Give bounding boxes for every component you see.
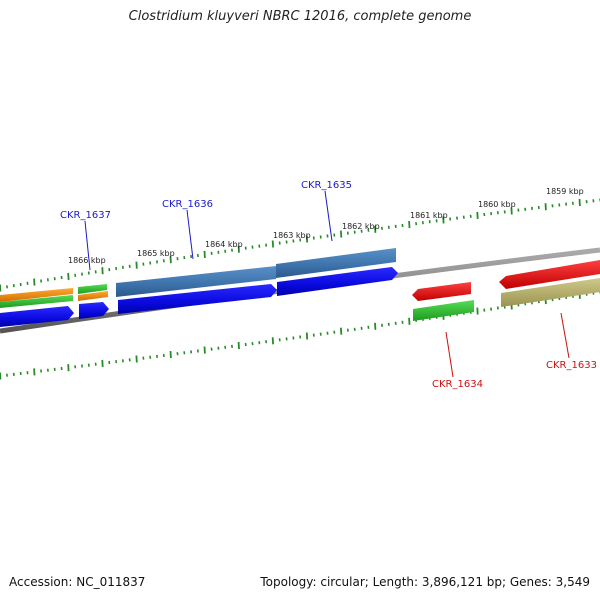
tick-label-1862: 1862 kbp [342, 222, 380, 231]
leader-ckr-1635 [324, 190, 333, 242]
feature-orange-ckr-1637[interactable] [78, 291, 108, 301]
scale-tick-labels: 1866 kbp 1865 kbp 1864 kbp 1863 kbp 1862… [68, 187, 584, 265]
feature-ckr-1633-olive[interactable] [501, 278, 600, 307]
tick-label-1863: 1863 kbp [273, 231, 311, 240]
scale-ticks-outer [0, 198, 600, 292]
feature-ckr-1636-cog[interactable] [116, 266, 276, 297]
tick-label-1859: 1859 kbp [546, 187, 584, 196]
gene-labels: CKR_1637 CKR_1636 CKR_1635 CKR_1634 CKR_… [60, 180, 597, 390]
feature-green-left[interactable] [0, 295, 73, 308]
gene-label-ckr-1633[interactable]: CKR_1633 [546, 360, 597, 371]
feature-ckr-1634-red[interactable] [412, 282, 471, 301]
leader-ckr-1633 [560, 312, 570, 359]
tick-label-1864: 1864 kbp [205, 240, 243, 249]
feature-ckr-1634-green[interactable] [413, 300, 474, 321]
gene-leader-lines [84, 190, 570, 378]
leader-ckr-1636 [186, 209, 194, 260]
tick-label-1866: 1866 kbp [68, 256, 106, 265]
gene-label-ckr-1635[interactable]: CKR_1635 [301, 180, 352, 191]
feature-cds-left[interactable] [0, 306, 74, 327]
feature-ckr-1635-cog[interactable] [276, 248, 396, 278]
leader-ckr-1637 [84, 220, 91, 271]
map-title: Clostridium kluyveri NBRC 12016, complet… [128, 9, 472, 24]
feature-cds-ckr-1636[interactable] [118, 284, 277, 314]
gene-label-ckr-1634[interactable]: CKR_1634 [432, 379, 483, 390]
track-cog-blue [116, 248, 396, 297]
accession-label: Accession: NC_011837 [9, 575, 146, 589]
feature-green-ckr-1637[interactable] [78, 284, 107, 294]
feature-orange-left[interactable] [0, 288, 73, 302]
feature-cds-ckr-1635[interactable] [277, 267, 398, 296]
feature-ckr-1633-red[interactable] [499, 260, 600, 289]
leader-ckr-1634 [445, 331, 454, 378]
track-cds-forward [0, 267, 398, 327]
gene-label-ckr-1637[interactable]: CKR_1637 [60, 210, 111, 221]
genome-summary: Topology: circular; Length: 3,896,121 bp… [260, 575, 590, 589]
tick-label-1865: 1865 kbp [137, 249, 175, 258]
feature-cds-ckr-1637[interactable] [79, 302, 109, 319]
track-orange-green [0, 284, 108, 308]
tick-label-1860: 1860 kbp [478, 200, 516, 209]
gene-label-ckr-1636[interactable]: CKR_1636 [162, 199, 213, 210]
tick-label-1861: 1861 kbp [410, 211, 448, 220]
track-reverse [412, 260, 600, 321]
